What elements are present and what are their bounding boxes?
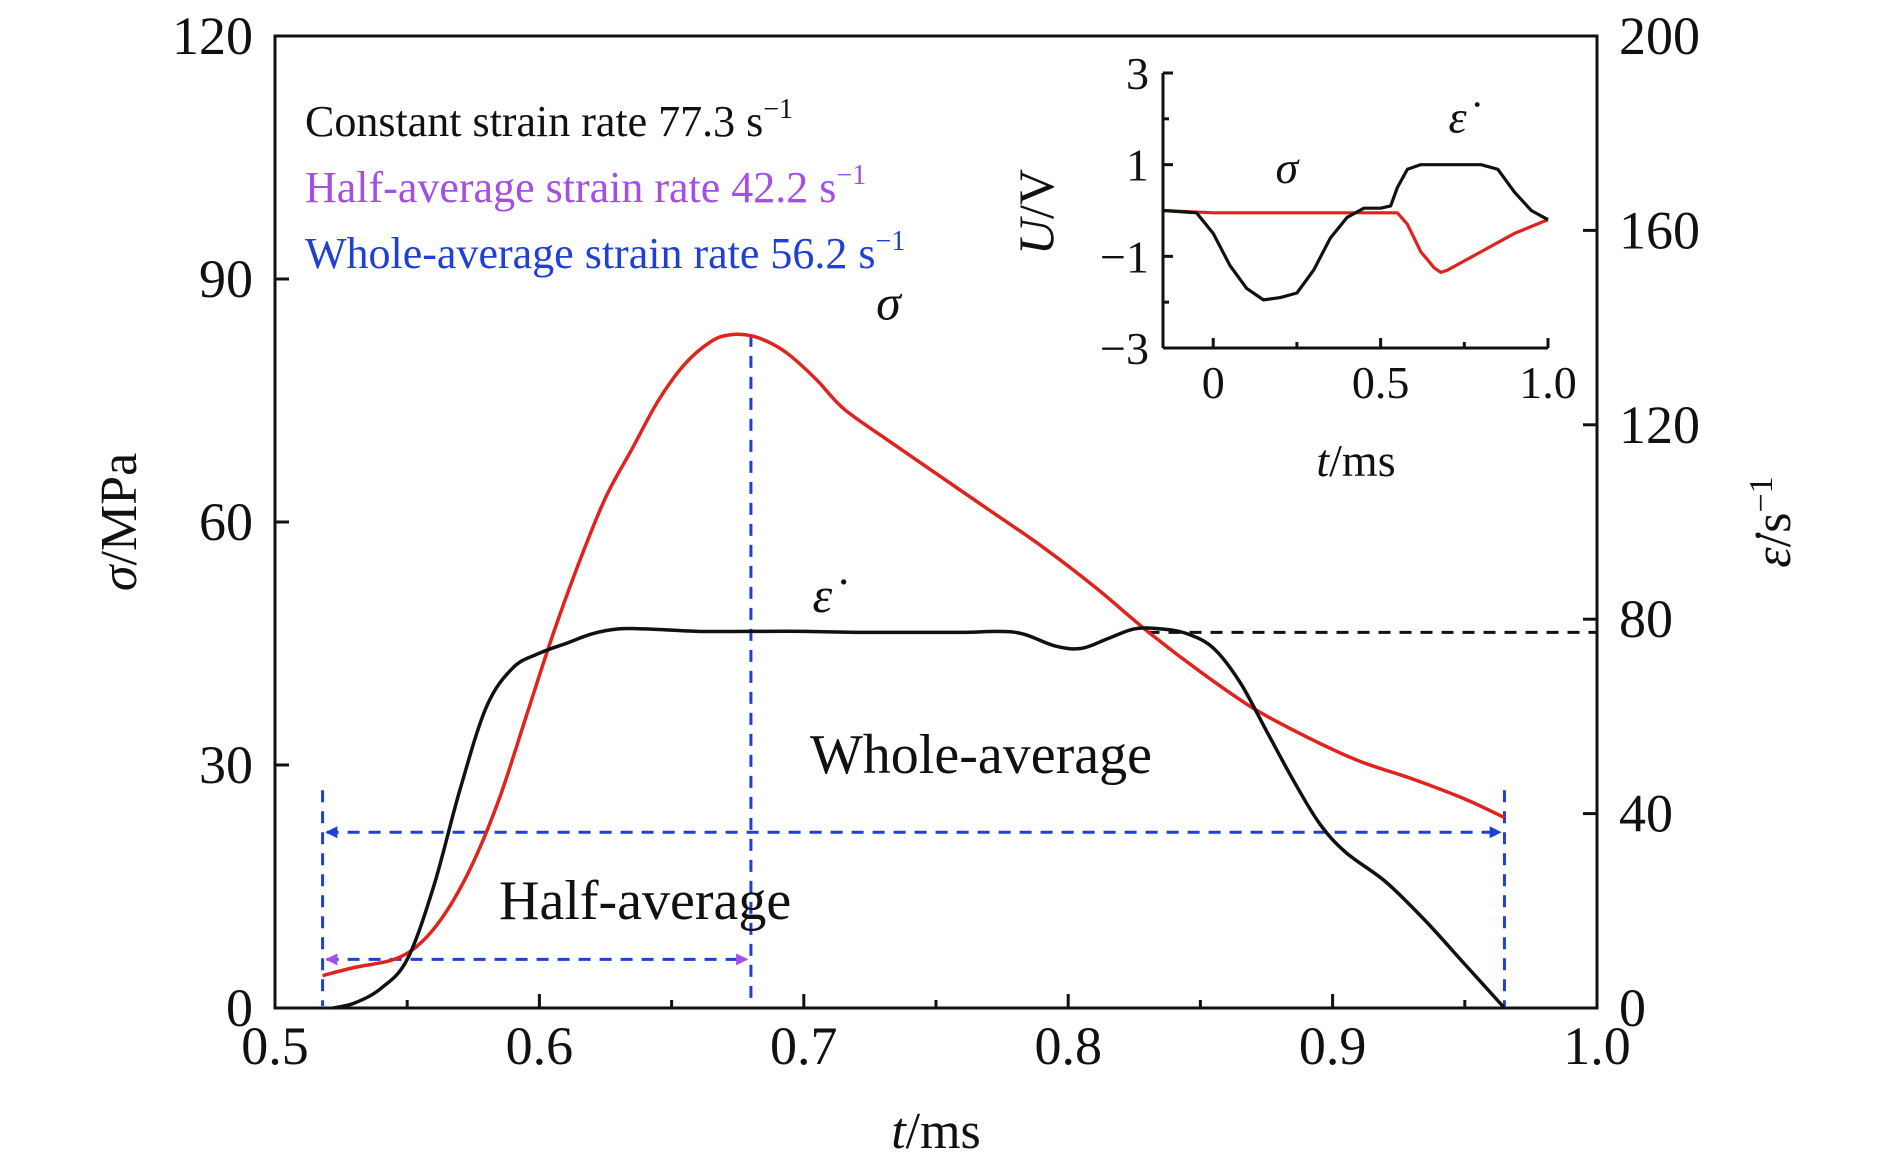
legend-entry: Constant strain rate 77.3 s−1 [305,94,793,146]
y-tick-label: 90 [199,249,253,309]
inset-series-line-strain-rate [1162,163,1549,302]
y-tick-label: 0 [226,978,253,1038]
annotation-: σ [876,275,903,331]
inset-x-tick-label: 1.0 [1519,357,1577,408]
legend-entry: Whole-average strain rate 56.2 s−1 [305,226,905,278]
y2-tick-label: 0 [1619,978,1646,1038]
series-line-stress [322,332,1506,978]
inset-series [1162,163,1549,302]
y-axis-title: σ/MPa [91,453,148,591]
inset-annotation: ε̇ [1449,92,1481,143]
x-axis-title: t/ms [891,1103,981,1160]
y-tick-label: 30 [199,735,253,795]
inset-annotations: σ ε̇ [1276,92,1481,193]
y-tick-label: 60 [199,492,253,552]
inset-ticks: 0 0.5 1.0 −3 −1 1 3 [1100,48,1577,408]
y2-tick-label: 160 [1619,200,1700,260]
inset-series-line-stress [1162,208,1549,274]
inset-x-tick-label: 0 [1202,357,1225,408]
annotations: σ ε̇ Whole-average Half-average [499,275,1152,932]
annotation-: ε̇ [812,567,847,623]
inset-y-axis-title: U/V [1008,169,1064,255]
inset-y-tick-label: −1 [1100,231,1149,282]
y2-tick-label: 40 [1619,784,1673,844]
y2-tick-label: 80 [1619,589,1673,649]
legend: Constant strain rate 77.3 s−1 Half-averag… [305,94,905,278]
y2-tick-label: 120 [1619,395,1700,455]
y-tick-label: 120 [172,6,253,66]
inset-plot: 0 0.5 1.0 −3 −1 1 3 σ ε̇ t/ms U/V [1008,48,1577,486]
y2-axis-title: ε̇/s−1 [1743,476,1802,567]
inset-y-tick-label: −3 [1100,323,1149,374]
x-tick-label: 1.0 [1563,1016,1631,1076]
annotation-whole-average: Whole-average [810,724,1152,786]
annotation-half-average: Half-average [499,870,791,932]
inset-annotation: σ [1276,142,1301,193]
x-tick-label: 0.5 [241,1016,309,1076]
legend-entry: Half-average strain rate 42.2 s−1 [305,160,866,212]
inset-x-axis-title: t/ms [1316,435,1395,486]
y2-tick-label: 200 [1619,6,1700,66]
series-line-strain-rate [332,626,1506,1010]
x-tick-label: 0.7 [770,1016,838,1076]
x-tick-label: 0.8 [1034,1016,1102,1076]
main-series [322,332,1506,1010]
inset-y-tick-label: 1 [1126,140,1149,191]
x-tick-label: 0.9 [1299,1016,1367,1076]
main-plot: 0.5 0.6 0.7 0.8 0.9 1.00306090120040801201602… [91,6,1802,1160]
inset-y-tick-label: 3 [1126,48,1149,99]
main-ticks: 0.5 0.6 0.7 0.8 0.9 1.00306090120040801201602… [172,6,1700,1076]
x-tick-label: 0.6 [506,1016,574,1076]
inset-x-tick-label: 0.5 [1352,357,1410,408]
